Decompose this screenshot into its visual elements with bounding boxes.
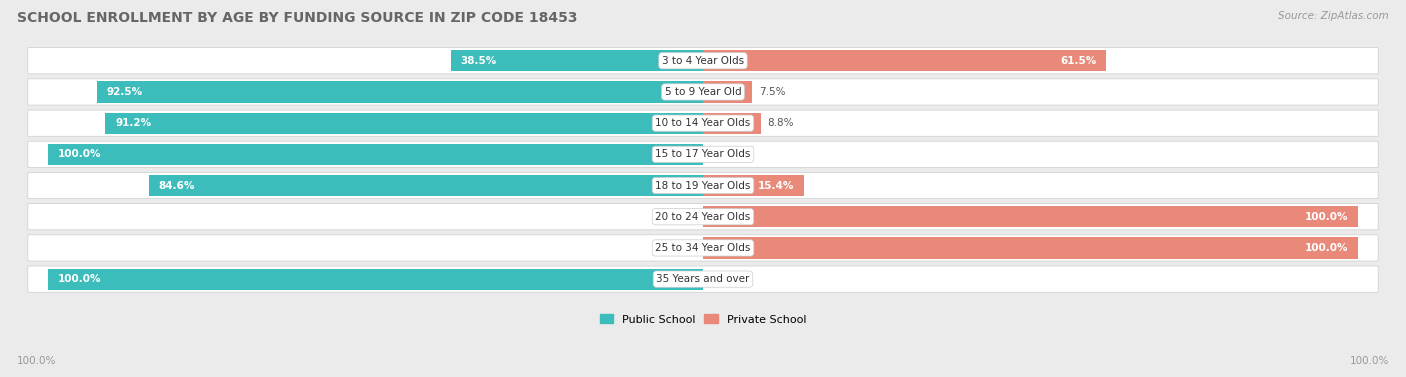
Text: 15 to 17 Year Olds: 15 to 17 Year Olds xyxy=(655,149,751,159)
Bar xyxy=(703,206,1358,227)
FancyBboxPatch shape xyxy=(28,48,1378,74)
Bar xyxy=(48,144,703,165)
Text: 100.0%: 100.0% xyxy=(1305,243,1348,253)
Bar xyxy=(105,113,703,134)
Text: 3 to 4 Year Olds: 3 to 4 Year Olds xyxy=(662,56,744,66)
Text: 25 to 34 Year Olds: 25 to 34 Year Olds xyxy=(655,243,751,253)
Text: SCHOOL ENROLLMENT BY AGE BY FUNDING SOURCE IN ZIP CODE 18453: SCHOOL ENROLLMENT BY AGE BY FUNDING SOUR… xyxy=(17,11,578,25)
Text: 0.0%: 0.0% xyxy=(716,274,742,284)
Text: 0.0%: 0.0% xyxy=(664,243,690,253)
Text: 5 to 9 Year Old: 5 to 9 Year Old xyxy=(665,87,741,97)
Bar xyxy=(703,81,752,103)
FancyBboxPatch shape xyxy=(28,110,1378,136)
Text: Source: ZipAtlas.com: Source: ZipAtlas.com xyxy=(1278,11,1389,21)
FancyBboxPatch shape xyxy=(28,204,1378,230)
FancyBboxPatch shape xyxy=(28,172,1378,199)
Text: 20 to 24 Year Olds: 20 to 24 Year Olds xyxy=(655,212,751,222)
FancyBboxPatch shape xyxy=(28,266,1378,292)
Text: 84.6%: 84.6% xyxy=(159,181,195,190)
Text: 0.0%: 0.0% xyxy=(716,149,742,159)
Text: 100.0%: 100.0% xyxy=(58,274,101,284)
Bar xyxy=(97,81,703,103)
Text: 92.5%: 92.5% xyxy=(107,87,143,97)
Bar xyxy=(703,113,761,134)
Text: 8.8%: 8.8% xyxy=(768,118,794,128)
Text: 0.0%: 0.0% xyxy=(664,212,690,222)
Bar xyxy=(703,50,1107,71)
Bar xyxy=(703,237,1358,259)
Text: 61.5%: 61.5% xyxy=(1060,56,1097,66)
Bar xyxy=(451,50,703,71)
Text: 18 to 19 Year Olds: 18 to 19 Year Olds xyxy=(655,181,751,190)
Bar xyxy=(703,175,804,196)
Text: 35 Years and over: 35 Years and over xyxy=(657,274,749,284)
Text: 100.0%: 100.0% xyxy=(1305,212,1348,222)
Legend: Public School, Private School: Public School, Private School xyxy=(595,310,811,329)
Bar xyxy=(48,268,703,290)
FancyBboxPatch shape xyxy=(28,141,1378,167)
Text: 10 to 14 Year Olds: 10 to 14 Year Olds xyxy=(655,118,751,128)
Bar xyxy=(149,175,703,196)
Text: 38.5%: 38.5% xyxy=(461,56,496,66)
FancyBboxPatch shape xyxy=(28,79,1378,105)
Text: 91.2%: 91.2% xyxy=(115,118,152,128)
FancyBboxPatch shape xyxy=(28,235,1378,261)
Text: 100.0%: 100.0% xyxy=(1350,356,1389,366)
Text: 7.5%: 7.5% xyxy=(759,87,785,97)
Text: 100.0%: 100.0% xyxy=(17,356,56,366)
Text: 15.4%: 15.4% xyxy=(758,181,794,190)
Text: 100.0%: 100.0% xyxy=(58,149,101,159)
